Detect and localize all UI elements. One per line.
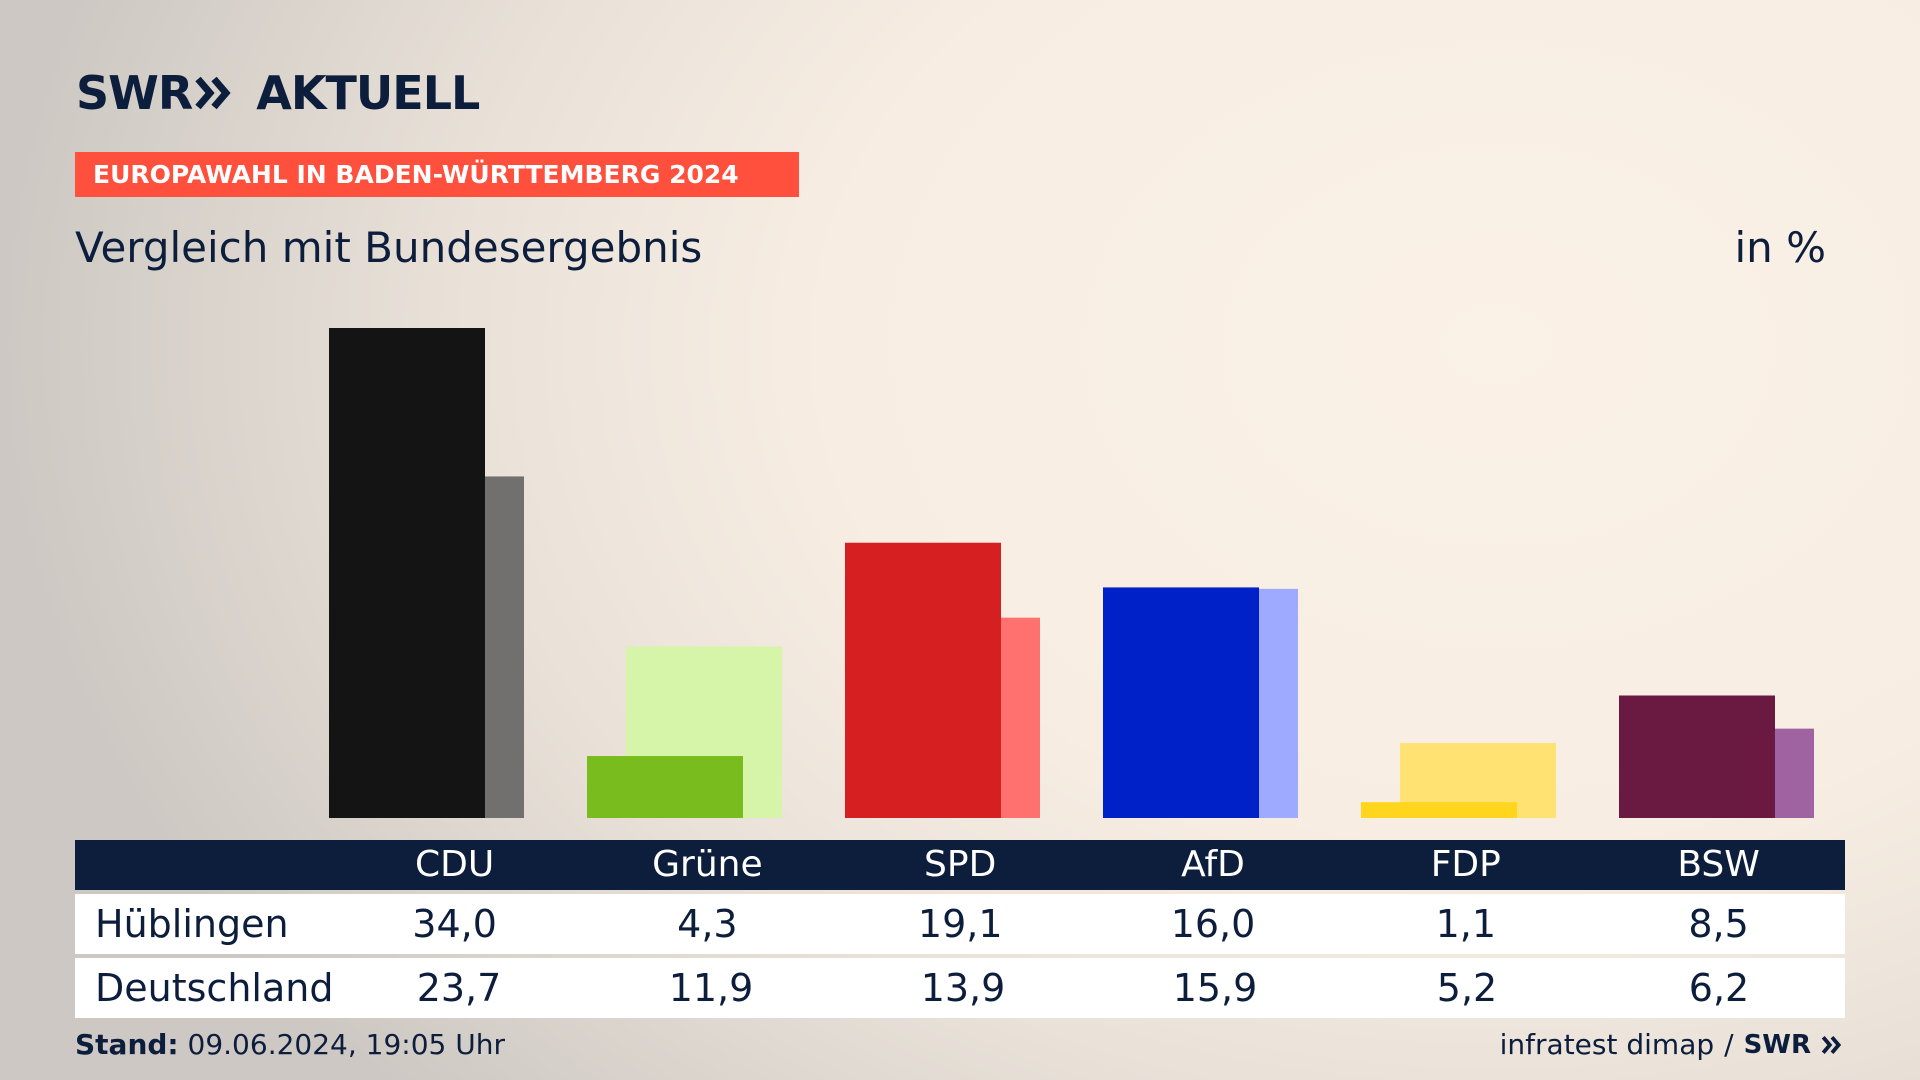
bar-local-afd (1103, 587, 1259, 818)
election-tag: EUROPAWAHL IN BADEN-WÜRTTEMBERG 2024 (75, 152, 799, 197)
double-chevron-icon (195, 76, 231, 110)
swr-logo-text: SWR (76, 66, 193, 120)
national-value-cdu: 23,7 (416, 966, 502, 1010)
header-spd: SPD (924, 844, 997, 885)
table-header: CDU Grüne SPD AfD FDP BSW (75, 840, 1845, 890)
source-separator: / (1724, 1028, 1734, 1061)
local-value-cdu: 34,0 (412, 902, 497, 946)
source-credit: infratest dimap / SWR (1500, 1028, 1843, 1061)
timestamp: Stand: 09.06.2024, 19:05 Uhr (75, 1028, 505, 1061)
header-empty-cell (75, 840, 328, 890)
national-value-gruene: 11,9 (668, 966, 754, 1010)
bar-local-bsw (1619, 695, 1775, 818)
aktuell-logo-text: AKTUELL (256, 66, 480, 120)
chart-subtitle: Vergleich mit Bundesergebnis (75, 223, 703, 272)
local-value-fdp: 1,1 (1435, 902, 1496, 946)
bar-local-gruene (587, 756, 743, 818)
source-text: infratest dimap (1499, 1028, 1715, 1061)
stand-value: 09.06.2024, 19:05 Uhr (187, 1028, 505, 1061)
local-value-gruene: 4,3 (677, 902, 738, 946)
national-value-spd: 13,9 (920, 966, 1006, 1010)
results-table: CDU Grüne SPD AfD FDP BSW Hüblingen 34,0… (75, 840, 1845, 1018)
header-fdp: FDP (1430, 844, 1501, 885)
bar-local-spd (845, 542, 1001, 818)
swr-aktuell-logo: SWR AKTUELL (76, 66, 480, 120)
row-label-national: Deutschland (95, 966, 334, 1010)
national-value-bsw: 6,2 (1688, 966, 1750, 1010)
local-value-afd: 16,0 (1170, 902, 1256, 946)
table-row-national: Deutschland 23,7 11,9 13,9 15,9 5,2 6,2 (75, 958, 1845, 1018)
unit-label: in % (1734, 223, 1826, 272)
table-row-local: Hüblingen 34,0 4,3 19,1 16,0 1,1 8,5 (75, 894, 1845, 954)
header-bsw: BSW (1677, 844, 1760, 885)
stand-label: Stand: (75, 1028, 179, 1061)
header-cdu: CDU (414, 844, 495, 885)
national-value-fdp: 5,2 (1436, 966, 1498, 1010)
header-afd: AfD (1181, 844, 1245, 885)
swr-logo: SWR (76, 70, 234, 116)
bar-local-fdp (1361, 802, 1517, 818)
bar-chart (329, 328, 1814, 818)
swr-mini-logo: SWR (1743, 1029, 1811, 1060)
local-value-bsw: 8,5 (1688, 902, 1749, 946)
national-value-afd: 15,9 (1172, 966, 1258, 1010)
double-chevron-small-icon (1821, 1035, 1842, 1054)
header-gruene: Grüne (652, 844, 763, 885)
bar-local-cdu (329, 328, 485, 818)
local-value-spd: 19,1 (917, 902, 1003, 946)
row-label-local: Hüblingen (95, 902, 289, 946)
